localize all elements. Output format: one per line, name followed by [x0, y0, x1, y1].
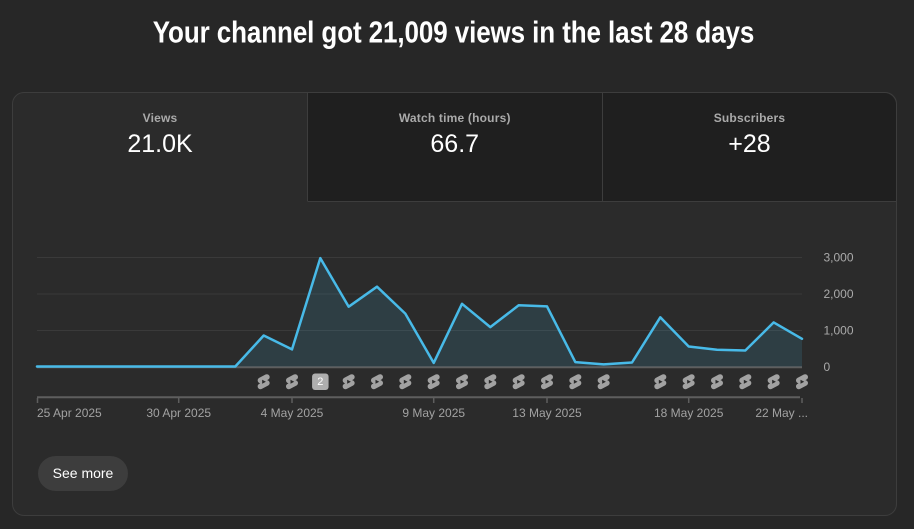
svg-text:2,000: 2,000: [824, 287, 854, 301]
svg-text:25 Apr 2025: 25 Apr 2025: [37, 406, 102, 420]
svg-text:18 May 2025: 18 May 2025: [654, 406, 724, 420]
svg-text:3,000: 3,000: [824, 251, 854, 265]
svg-text:13 May 2025: 13 May 2025: [512, 406, 582, 420]
svg-text:4 May 2025: 4 May 2025: [261, 406, 324, 420]
svg-text:9 May 2025: 9 May 2025: [402, 406, 465, 420]
svg-text:30 Apr 2025: 30 Apr 2025: [146, 406, 211, 420]
svg-text:0: 0: [824, 360, 831, 374]
svg-text:22 May ...: 22 May ...: [755, 406, 808, 420]
svg-text:1,000: 1,000: [824, 324, 854, 338]
